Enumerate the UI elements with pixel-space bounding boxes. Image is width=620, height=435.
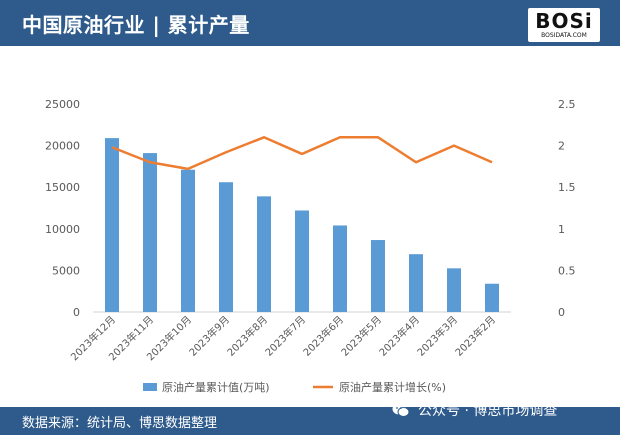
y2-tick-label: 2 [558, 140, 565, 153]
bar [181, 169, 195, 312]
footer-bar: 数据来源：统计局、博思数据整理 [0, 407, 620, 435]
y-tick-label: 20000 [45, 140, 80, 153]
y2-tick-label: 1 [558, 223, 565, 236]
bar [105, 138, 119, 312]
y2-tick-label: 1.5 [558, 181, 576, 194]
combo-chart: 0 5000 10000 15000 20000 25000 0 0.5 1 1.5 2 2.5 202… [45, 98, 576, 394]
y-tick-label: 10000 [45, 223, 80, 236]
y2-tick-label: 2.5 [558, 98, 576, 111]
y-tick-label: 15000 [45, 181, 80, 194]
bar [143, 153, 157, 312]
y2-tick-label: 0.5 [558, 264, 576, 277]
wechat-credit: 公众号 · 博思市场调查 [392, 395, 612, 425]
y-tick-label: 0 [73, 306, 80, 319]
logo-mark: BOSi [535, 9, 593, 33]
bar [257, 196, 271, 312]
header-bar: 中国原油行业 | 累计产量 BOSi BOSIDATA.COM [0, 0, 620, 46]
bar [219, 182, 233, 312]
legend-label-bar: 原油产量累计值(万吨) [162, 380, 270, 394]
bar [333, 225, 347, 312]
bosi-logo: BOSi BOSIDATA.COM [528, 8, 600, 42]
bar [371, 240, 385, 312]
legend-swatch-bar [143, 383, 157, 391]
data-source-text: 数据来源：统计局、博思数据整理 [22, 416, 218, 431]
page-title: 中国原油行业 | 累计产量 [22, 13, 250, 37]
bar [295, 210, 309, 312]
bar [409, 254, 423, 312]
wechat-account: 公众号 · 博思市场调查 [418, 403, 558, 419]
bar [485, 283, 499, 312]
x-tick-label: 2023年2月 [452, 313, 498, 359]
series-line [111, 136, 493, 171]
y2-tick-label: 0 [558, 306, 565, 319]
bar [447, 268, 461, 312]
y-tick-label: 25000 [45, 98, 80, 111]
logo-subtitle: BOSIDATA.COM [541, 32, 587, 39]
wechat-icon [392, 403, 410, 417]
legend-label-line: 原油产量累计增长(%) [339, 380, 446, 394]
y-tick-label: 5000 [52, 264, 80, 277]
